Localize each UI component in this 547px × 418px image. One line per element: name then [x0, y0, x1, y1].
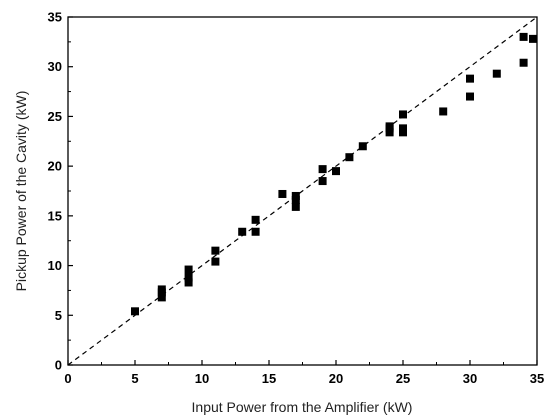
x-tick-label: 25	[396, 371, 410, 386]
data-point	[251, 215, 260, 224]
data-point	[399, 110, 407, 119]
data-point	[466, 92, 474, 101]
data-point	[291, 202, 300, 211]
data-point	[439, 107, 448, 116]
data-point	[492, 69, 501, 78]
x-tick-label: 35	[530, 371, 544, 386]
data-point	[238, 227, 247, 236]
data-point	[345, 153, 354, 162]
y-tick-label: 35	[48, 10, 62, 25]
x-tick-label: 20	[329, 371, 343, 386]
data-point	[519, 58, 528, 67]
data-point	[184, 265, 193, 274]
x-tick-label: 10	[195, 371, 209, 386]
data-point	[318, 165, 327, 174]
y-tick-label: 0	[55, 358, 62, 373]
x-tick-label: 15	[262, 371, 276, 386]
y-tick-label: 30	[48, 59, 62, 74]
data-point	[157, 285, 166, 294]
y-tick-label: 10	[48, 258, 62, 273]
reference-line	[67, 16, 538, 366]
data-point	[184, 278, 193, 287]
y-tick-label: 25	[48, 109, 62, 124]
y-tick-label: 20	[48, 159, 62, 174]
data-point	[529, 34, 537, 43]
data-point	[157, 293, 166, 302]
y-tick-label: 15	[48, 208, 62, 223]
data-point	[358, 142, 367, 151]
data-point	[211, 257, 220, 266]
y-axis-title: Pickup Power of the Cavity (kW)	[13, 91, 29, 292]
data-point	[385, 122, 394, 131]
x-tick-label: 30	[463, 371, 477, 386]
data-point	[466, 74, 474, 83]
x-tick-label: 5	[131, 371, 138, 386]
data-point	[399, 124, 407, 133]
y-tick-label: 5	[55, 308, 62, 323]
data-point	[251, 227, 260, 236]
x-tick-label: 0	[64, 371, 71, 386]
data-point	[211, 246, 220, 255]
data-point	[278, 189, 287, 198]
data-point	[291, 191, 300, 200]
data-point	[131, 307, 139, 316]
data-point	[184, 273, 193, 282]
x-axis-title: Input Power from the Amplifier (kW)	[192, 399, 413, 415]
data-point	[318, 177, 327, 186]
data-point	[519, 32, 528, 41]
data-point	[332, 167, 340, 176]
